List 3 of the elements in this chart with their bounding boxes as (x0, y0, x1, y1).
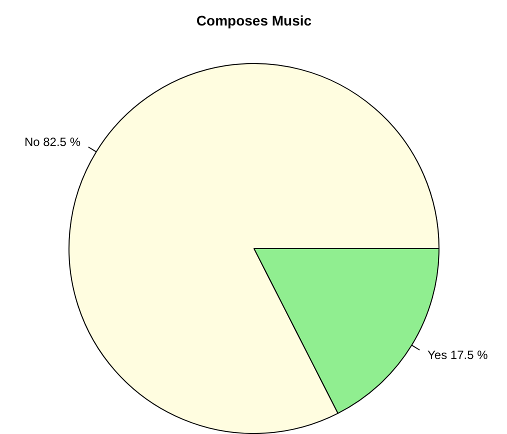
slice-label: Yes 17.5 % (428, 348, 488, 362)
chart-title: Composes Music (196, 12, 312, 28)
slice-label: No 82.5 % (24, 135, 81, 150)
